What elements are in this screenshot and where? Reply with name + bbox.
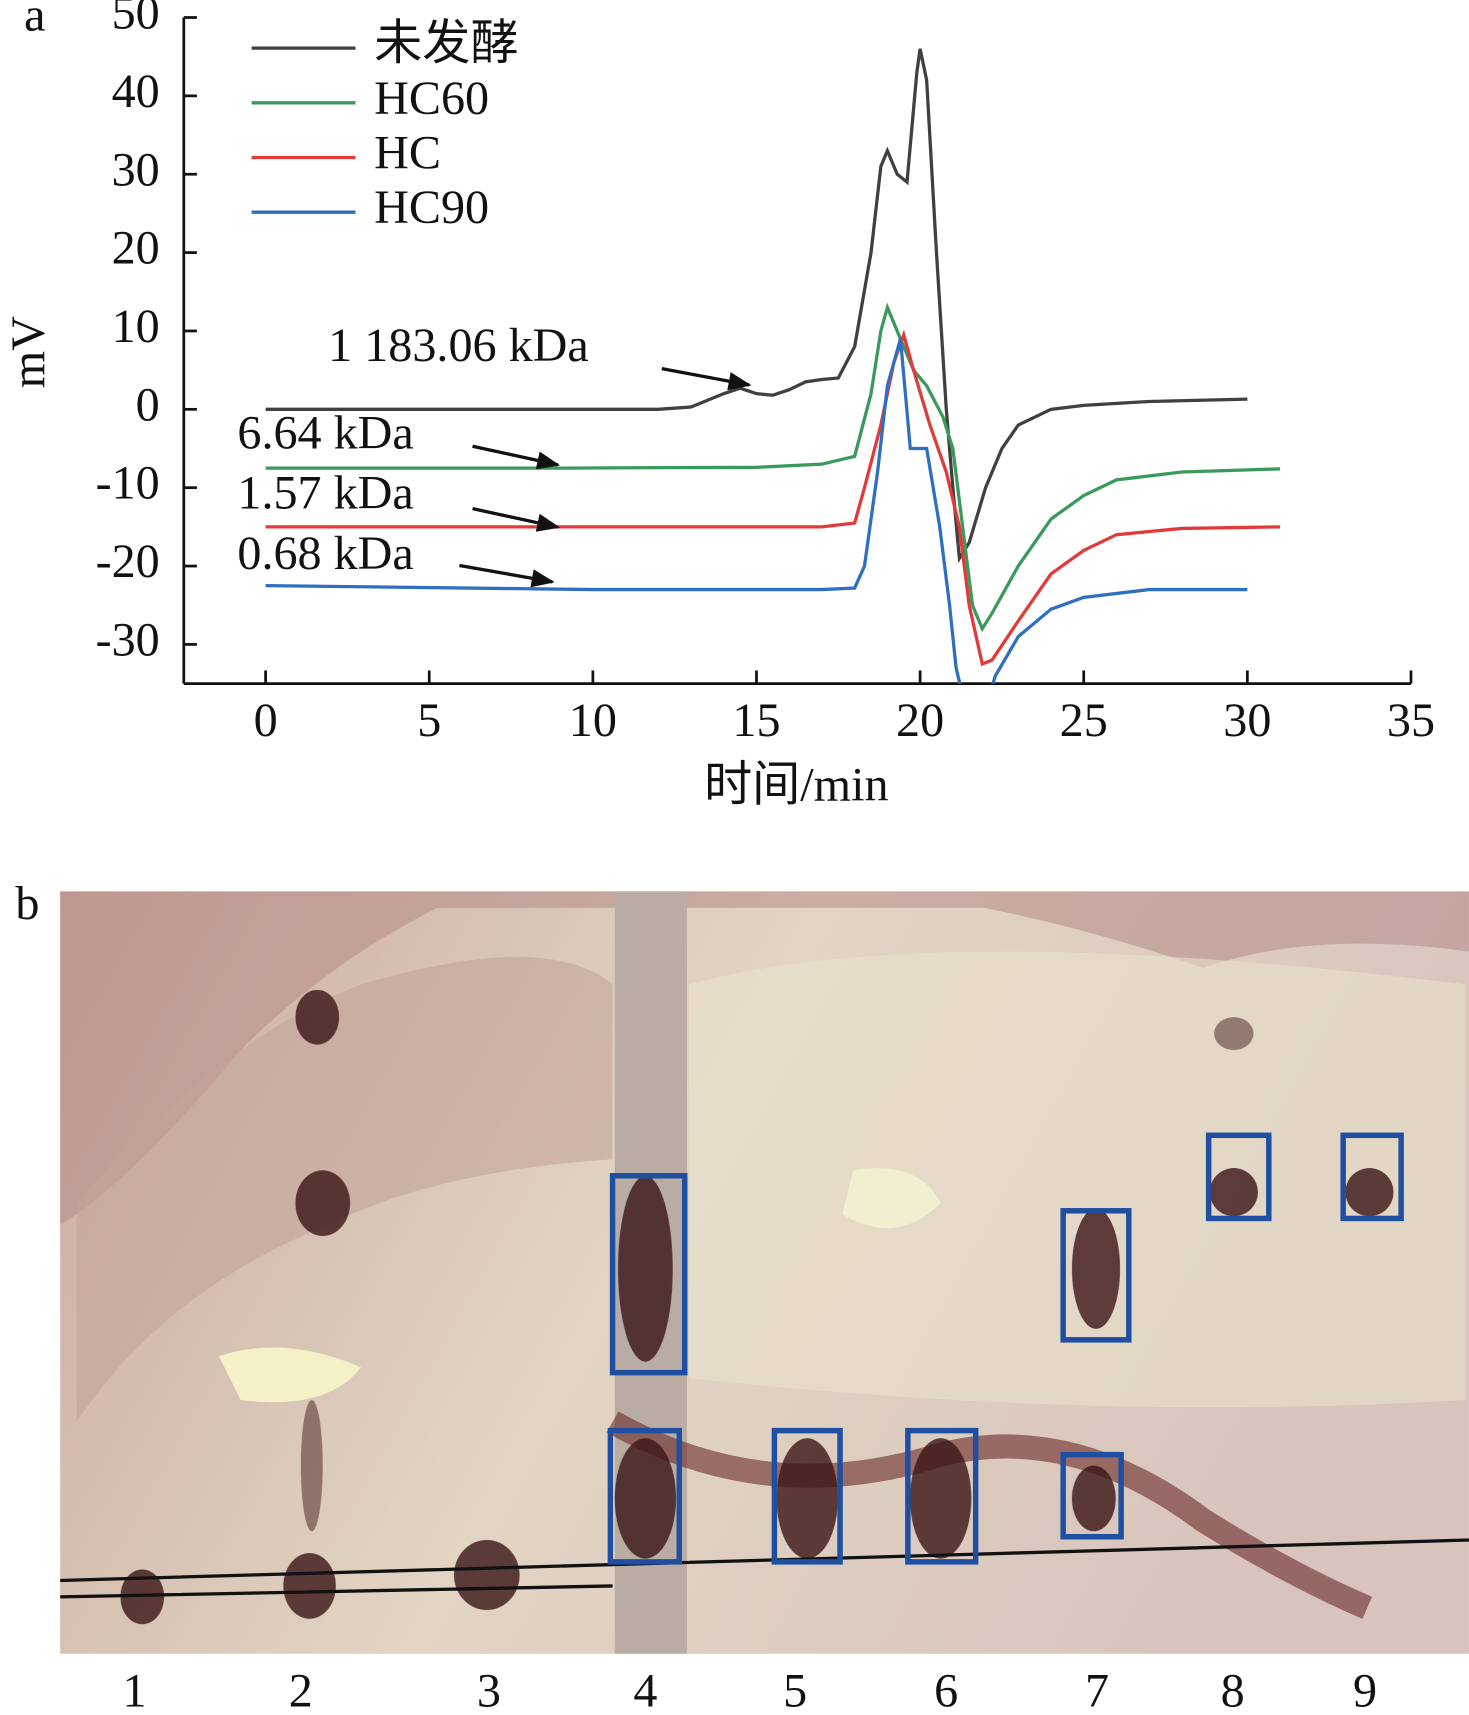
legend-label: HC60 bbox=[374, 72, 489, 125]
y-tick-label: 40 bbox=[112, 65, 160, 118]
series-line bbox=[265, 338, 1248, 684]
annotation-arrows bbox=[459, 366, 752, 588]
lane-label: 2 bbox=[289, 1664, 313, 1715]
panel-label: a bbox=[24, 0, 45, 42]
x-tick-label: 30 bbox=[1223, 694, 1271, 747]
series-line bbox=[265, 329, 1281, 667]
x-tick-label: 25 bbox=[1060, 694, 1108, 747]
annotation: 1 183.06 kDa bbox=[328, 319, 589, 372]
lane-label: 9 bbox=[1353, 1664, 1377, 1715]
legend-label: HC bbox=[374, 127, 441, 180]
annotation: 1.57 kDa bbox=[237, 467, 413, 520]
lane-label: 8 bbox=[1221, 1664, 1245, 1715]
y-axis-label: mV bbox=[2, 316, 55, 388]
lane-label: 6 bbox=[934, 1664, 958, 1715]
y-tick-label: -10 bbox=[96, 457, 160, 510]
lane-label: 3 bbox=[477, 1664, 501, 1715]
y-tick-label: -20 bbox=[96, 535, 160, 588]
y-tick-label: 10 bbox=[112, 300, 160, 353]
x-tick-label: 0 bbox=[254, 694, 278, 747]
series-line bbox=[265, 48, 1248, 564]
lane-label: 5 bbox=[783, 1664, 807, 1715]
legend-label: 未发酵 bbox=[374, 17, 518, 70]
annotation: 6.64 kDa bbox=[237, 407, 413, 460]
x-tick-label: 5 bbox=[417, 694, 441, 747]
x-tick-label: 10 bbox=[569, 694, 617, 747]
x-axis-label: 时间/min bbox=[704, 759, 888, 812]
lane-label: 1 bbox=[123, 1664, 147, 1715]
x-tick-label: 15 bbox=[732, 694, 780, 747]
x-tick-label: 35 bbox=[1387, 694, 1435, 747]
x-tick-label: 20 bbox=[896, 694, 944, 747]
series-line bbox=[265, 302, 1281, 633]
y-tick-label: 50 bbox=[112, 0, 160, 40]
lane-label: 4 bbox=[633, 1664, 657, 1715]
lane-label: 7 bbox=[1085, 1664, 1109, 1715]
y-tick-label: 30 bbox=[112, 143, 160, 196]
y-tick-label: -30 bbox=[96, 613, 160, 666]
panel-label: b bbox=[15, 877, 39, 930]
annotation: 0.68 kDa bbox=[237, 527, 413, 580]
lane-labels: 1 2 3 4 5 6 7 8 9 bbox=[123, 1664, 1378, 1715]
gel-image bbox=[60, 891, 1469, 1654]
legend-label: HC90 bbox=[374, 181, 489, 234]
y-tick-label: 0 bbox=[136, 378, 160, 431]
series-group bbox=[265, 48, 1281, 684]
y-tick-label: 20 bbox=[112, 222, 160, 275]
